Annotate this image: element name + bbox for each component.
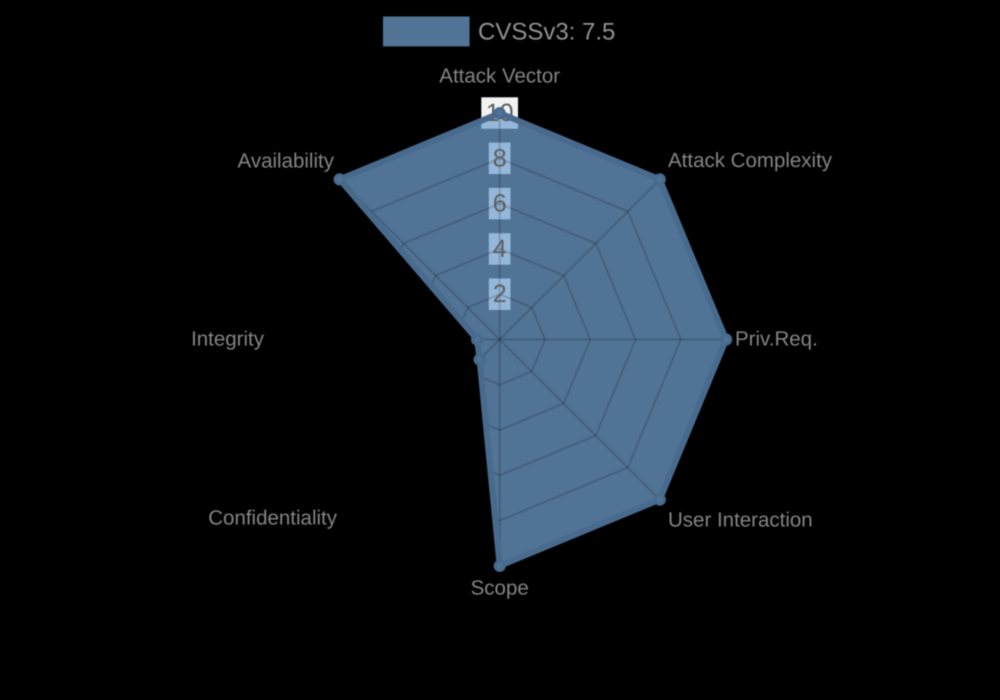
- svg-text:Attack Complexity: Attack Complexity: [668, 149, 833, 172]
- svg-text:8: 8: [493, 144, 507, 172]
- svg-text:Priv.Req.: Priv.Req.: [735, 328, 818, 351]
- svg-text:CVSSv3: 7.5: CVSSv3: 7.5: [478, 18, 615, 45]
- svg-text:User Interaction: User Interaction: [668, 509, 813, 532]
- svg-text:6: 6: [493, 190, 507, 218]
- svg-text:2: 2: [493, 280, 507, 308]
- svg-text:Scope: Scope: [471, 577, 529, 600]
- svg-text:Availability: Availability: [238, 150, 335, 173]
- svg-text:Attack Vector: Attack Vector: [439, 65, 560, 88]
- svg-text:Integrity: Integrity: [191, 328, 265, 351]
- svg-text:Confidentiality: Confidentiality: [208, 507, 338, 530]
- svg-text:4: 4: [493, 235, 507, 263]
